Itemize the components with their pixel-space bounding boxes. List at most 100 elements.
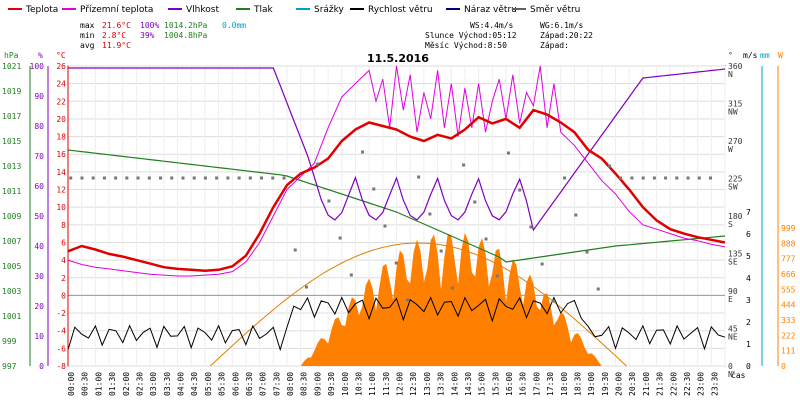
x-tick-label: 08:00	[286, 372, 295, 396]
direction-tick-label: SW	[728, 183, 738, 192]
direction-tick-label: S	[728, 220, 733, 229]
legend-label: Srážky	[314, 5, 345, 15]
wind-direction-point	[405, 298, 409, 302]
wind-direction-point	[237, 176, 241, 180]
wind-axis-title: m/s	[743, 51, 758, 60]
wind-direction-point	[338, 236, 342, 240]
wind-direction-point	[192, 176, 196, 180]
stats-box: max 21.6°C 100% 1014.2hPa 0.0mm min 2.8°C 39% 1…	[80, 21, 593, 50]
x-tick-label: 23:00	[697, 372, 706, 396]
x-tick-label: 04:00	[177, 372, 186, 396]
x-tick-label: 11:30	[382, 372, 391, 396]
x-tick-label: 14:00	[450, 372, 459, 396]
temperature-tick-label: -8	[56, 362, 66, 371]
radiation-tick-label: 777	[781, 255, 796, 264]
info-sun-set: Západ:20:22	[540, 31, 593, 40]
wind-direction-point	[596, 287, 600, 291]
x-tick-label: 06:30	[245, 372, 254, 396]
humidity-line	[68, 67, 726, 232]
stats-max-hum: 100%	[140, 21, 159, 30]
wind-direction-point	[69, 176, 73, 180]
temperature-tick-label: 20	[56, 115, 66, 124]
rain-axis-title: mm	[760, 51, 770, 60]
wind-tick-label: 5	[746, 252, 751, 261]
humidity-tick-label: 80	[34, 122, 44, 131]
x-tick-label: 15:00	[478, 372, 487, 396]
x-tick-label: 14:30	[464, 372, 473, 396]
wind-direction-point	[607, 164, 611, 168]
direction-tick-label: NW	[728, 108, 738, 117]
wind-direction-point	[708, 176, 712, 180]
wind-direction-point	[304, 285, 308, 289]
humidity-tick-label: 90	[34, 92, 44, 101]
pressure-tick-label: 1005	[2, 262, 21, 271]
x-tick-label: 03:00	[149, 372, 158, 396]
temperature-tick-label: 14	[56, 168, 66, 177]
temperature-tick-label: 18	[56, 133, 66, 142]
radiation-tick-label: 888	[781, 239, 796, 248]
radiation-tick-label: 999	[781, 224, 796, 233]
x-tick-label: 10:00	[341, 372, 350, 396]
legend-label: Směr větru	[530, 5, 580, 15]
x-tick-label: 06:00	[231, 372, 240, 396]
x-tick-label: 17:30	[546, 372, 555, 396]
wind-tick-label: 0	[746, 362, 751, 371]
x-tick-label: 10:30	[354, 372, 363, 396]
wind-direction-point	[125, 176, 129, 180]
x-tick-label: 00:30	[81, 372, 90, 396]
direction-tick-degree: 0	[728, 362, 733, 371]
series-lines	[67, 65, 726, 352]
radiation-fill	[300, 232, 602, 366]
humidity-tick-label: 0	[39, 362, 44, 371]
pressure-tick-label: 1021	[2, 62, 21, 71]
wind-direction-point	[372, 187, 376, 191]
humidity-tick-label: 40	[34, 242, 44, 251]
wind-direction-point	[316, 162, 320, 166]
stats-min-label: min	[80, 31, 95, 40]
wind-direction-point	[473, 200, 477, 204]
wind-direction-point	[529, 225, 533, 229]
stats-min-press: 1004.8hPa	[164, 31, 208, 40]
x-tick-label: 07:30	[272, 372, 281, 396]
radiation-tick-label: 222	[781, 331, 796, 340]
x-tick-label: 19:00	[587, 372, 596, 396]
x-tick-label: 00:00	[67, 372, 76, 396]
wind-direction-point	[215, 176, 219, 180]
wind-direction-point	[675, 176, 679, 180]
wind-direction-point	[282, 176, 286, 180]
temperature-axis-title: °C	[56, 51, 66, 60]
wind-direction-point	[226, 176, 230, 180]
pressure-tick-label: 1007	[2, 237, 21, 246]
wind-direction-point	[439, 249, 443, 253]
radiation-tick-label: 0	[781, 362, 786, 371]
x-tick-label: 18:00	[560, 372, 569, 396]
time-axis-title: čas	[731, 370, 746, 380]
x-tick-label: 18:30	[573, 372, 582, 396]
wind-direction-point	[664, 176, 668, 180]
stats-max-temp: 21.6°C	[102, 21, 131, 30]
pressure-tick-label: 1013	[2, 162, 21, 171]
wind-direction-point	[394, 261, 398, 265]
humidity-tick-label: 70	[34, 152, 44, 161]
x-tick-label: 04:30	[190, 372, 199, 396]
direction-tick-degree: 360	[728, 62, 743, 71]
temperature-tick-label: 0	[61, 291, 66, 300]
pressure-tick-label: 1003	[2, 287, 21, 296]
stats-avg-label: avg	[80, 41, 95, 50]
wind-direction-point	[327, 199, 331, 203]
humidity-tick-label: 10	[34, 332, 44, 341]
temperature-tick-label: 6	[61, 238, 66, 247]
x-tick-label: 07:00	[259, 372, 268, 396]
x-tick-label: 05:00	[204, 372, 213, 396]
temperature-tick-label: 24	[56, 80, 66, 89]
direction-axis-title: °	[728, 51, 733, 60]
x-tick-label: 21:30	[656, 372, 665, 396]
wind-direction-point	[114, 176, 118, 180]
x-tick-label: 19:30	[601, 372, 610, 396]
temperature-tick-label: -2	[56, 309, 66, 318]
wind-direction-point	[450, 286, 454, 290]
wind-direction-point	[428, 212, 432, 216]
x-tick-label: 16:00	[505, 372, 514, 396]
stats-max-rain: 0.0mm	[222, 21, 246, 30]
